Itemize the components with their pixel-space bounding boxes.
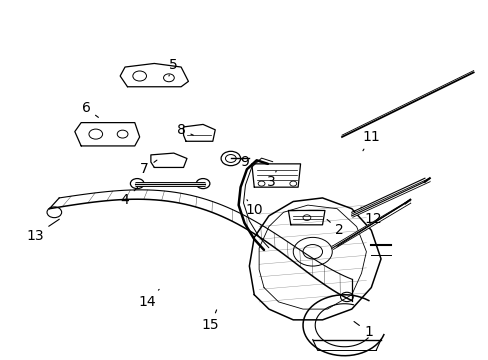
Text: 10: 10 — [245, 200, 263, 217]
Text: 6: 6 — [81, 101, 98, 117]
Text: 4: 4 — [121, 187, 138, 207]
Text: 3: 3 — [266, 171, 276, 189]
Text: 9: 9 — [240, 155, 248, 169]
Text: 8: 8 — [176, 123, 193, 137]
Text: 14: 14 — [138, 289, 159, 309]
Text: 2: 2 — [326, 220, 343, 237]
Text: 11: 11 — [362, 130, 379, 151]
Text: 5: 5 — [168, 58, 178, 76]
Text: 15: 15 — [201, 310, 219, 332]
Text: 13: 13 — [26, 219, 59, 243]
Text: 1: 1 — [353, 321, 372, 339]
Text: 7: 7 — [140, 160, 157, 176]
Text: 12: 12 — [360, 207, 382, 226]
